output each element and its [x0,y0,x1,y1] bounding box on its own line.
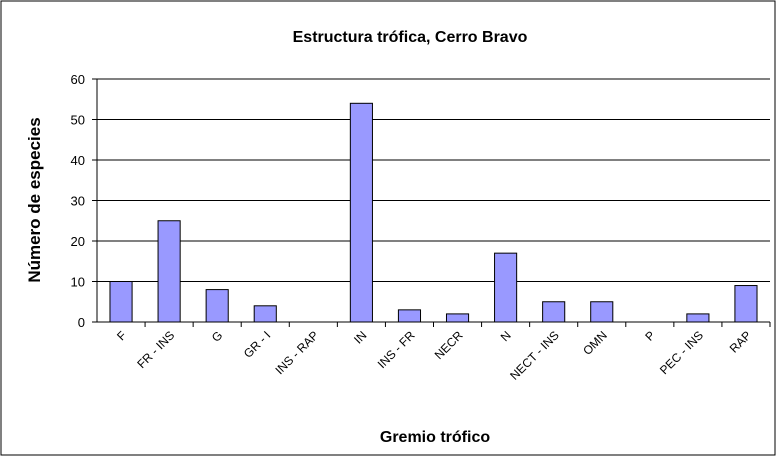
bar [109,281,133,323]
y-tick-label: 20 [71,234,85,249]
bar [157,220,181,323]
x-axis-label: Gremio trófico [380,429,490,446]
y-tick-label: 60 [71,72,85,87]
bar [205,289,229,323]
y-axis-label: Número de especies [25,117,44,282]
bar [253,305,277,323]
bar [445,313,470,323]
bar [734,285,758,323]
bar [494,252,518,323]
bar [542,301,566,323]
chart-title: Estructura trófica, Cerro Bravo [293,29,528,46]
y-tick-label: 10 [71,275,85,290]
y-tick-label: 30 [71,194,85,209]
y-tick-label: 40 [71,153,85,168]
bar [686,313,710,323]
y-tick-label: 50 [71,113,85,128]
bar [590,301,614,323]
bar [349,102,373,323]
y-tick-label: 0 [78,315,85,330]
bar [397,309,422,323]
